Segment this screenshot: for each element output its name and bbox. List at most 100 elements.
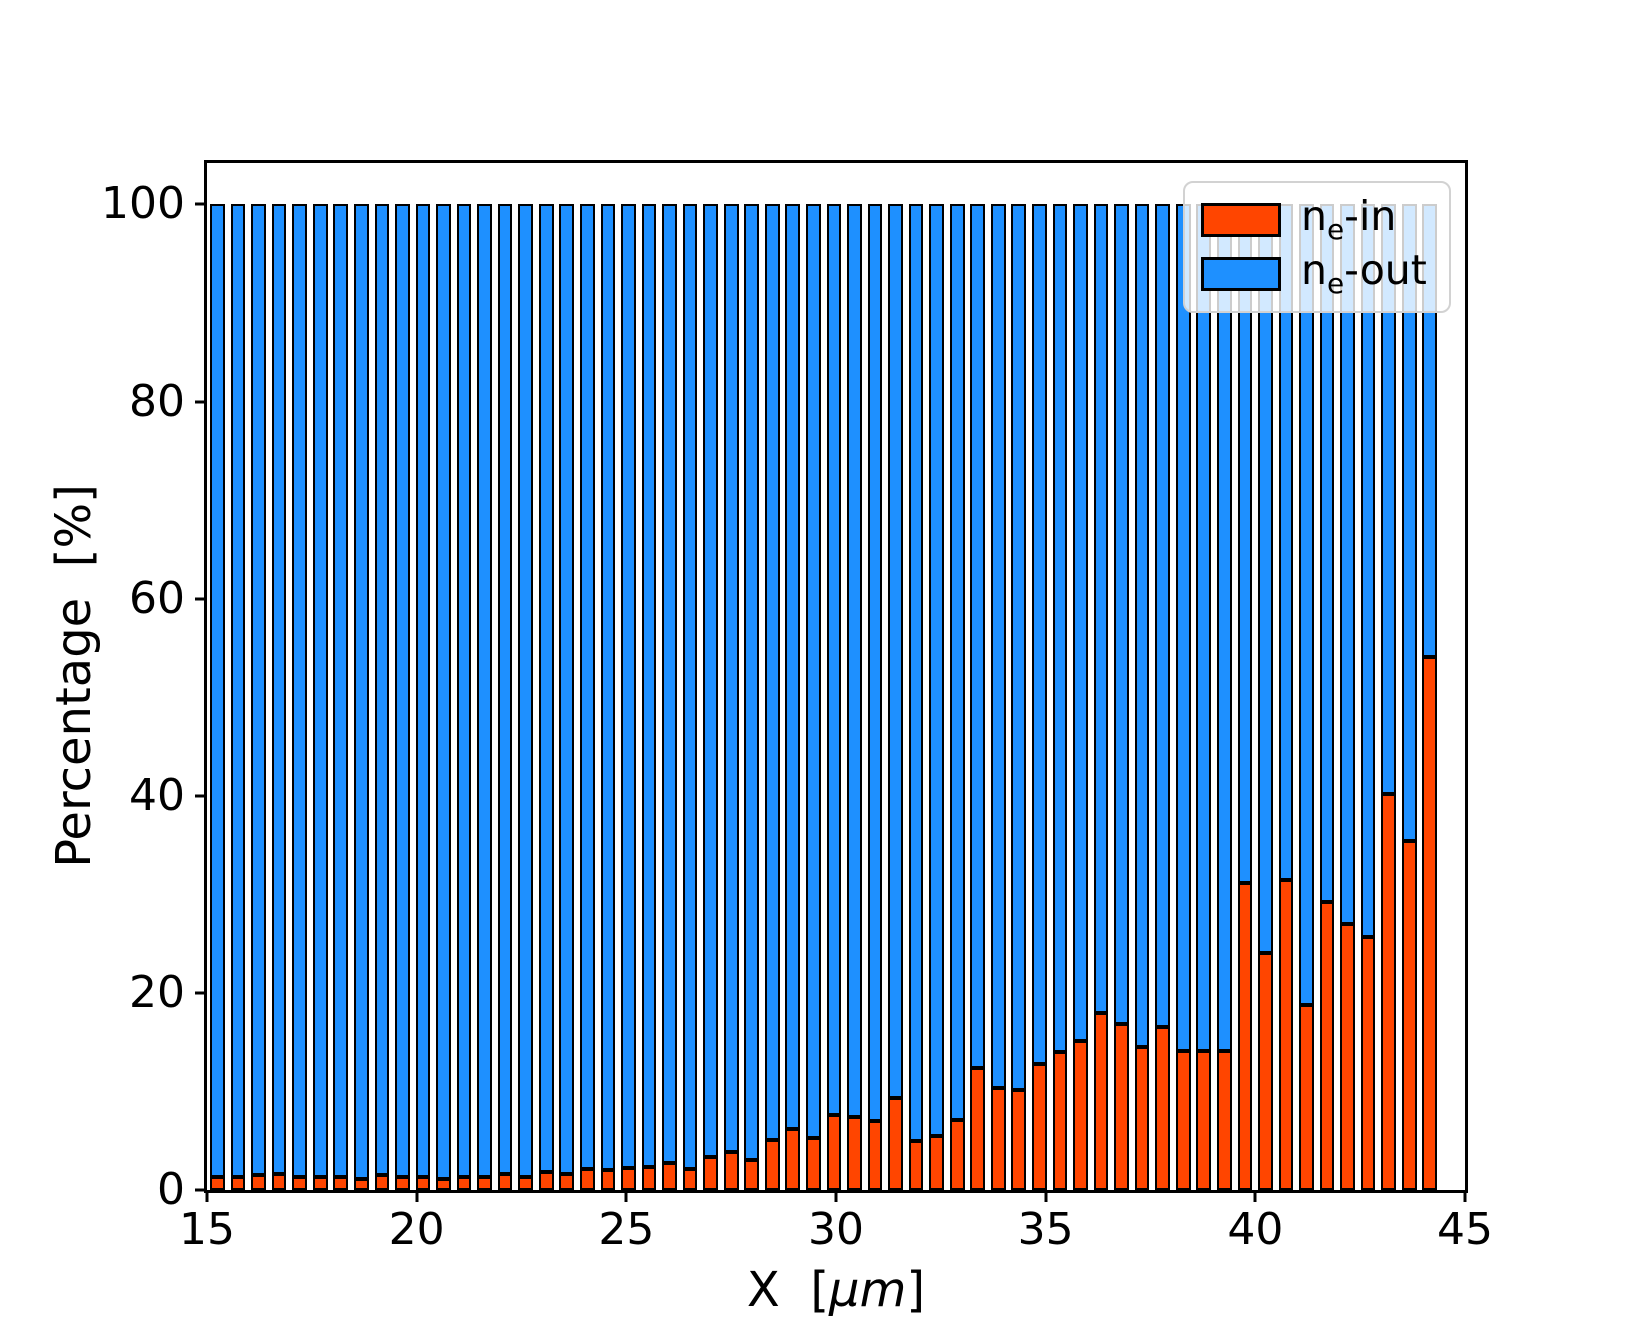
bar-segment-ne-out [538, 204, 554, 1173]
x-axis-tick [834, 1190, 838, 1202]
bar-segment-ne-out [415, 204, 431, 1178]
bar-segment-ne-in [744, 1160, 760, 1190]
x-axis-ticklabel: 45 [1437, 1204, 1493, 1255]
bar-segment-ne-in [806, 1137, 821, 1190]
bar [764, 204, 780, 1190]
bar-segment-ne-out [826, 204, 842, 1116]
bar-segment-ne-out [990, 204, 1006, 1088]
bar [518, 204, 534, 1190]
bar [970, 204, 986, 1190]
bar [1278, 204, 1294, 1190]
bar-segment-ne-in [764, 1139, 780, 1190]
bar-segment-ne-in [1360, 936, 1376, 1190]
legend-entry-ne-out: ne-out [1201, 245, 1433, 300]
bar [374, 204, 390, 1190]
bar [312, 204, 328, 1190]
bar-segment-ne-out [1258, 204, 1273, 954]
bar-segment-ne-out [333, 204, 349, 1178]
legend-entry-ne-in: ne-in [1201, 196, 1433, 244]
bar-segment-ne-in [1299, 1004, 1314, 1190]
legend-label-ne-out: ne-out [1301, 245, 1427, 300]
bar [600, 204, 616, 1190]
bar-segment-ne-out [1299, 204, 1314, 1005]
bar [888, 204, 903, 1190]
x-axis-tick [624, 1190, 628, 1202]
bar-segment-ne-out [353, 204, 369, 1180]
bar [1422, 204, 1438, 1190]
bar-segment-ne-in [1401, 841, 1417, 1190]
bar-segment-ne-in [374, 1175, 390, 1190]
bar-segment-ne-in [908, 1140, 924, 1190]
bar-segment-ne-out [682, 204, 698, 1170]
bar [436, 204, 451, 1190]
bar-segment-ne-out [662, 204, 677, 1164]
bar-segment-ne-out [949, 204, 965, 1121]
bar-segment-ne-in [1340, 923, 1355, 1190]
bar-segment-ne-out [1093, 204, 1109, 1013]
bar-segment-ne-in [292, 1177, 307, 1190]
bar [990, 204, 1006, 1190]
bar-segment-ne-in [497, 1174, 513, 1190]
x-axis-unit: μm [829, 1262, 907, 1318]
bar-segment-ne-out [271, 204, 287, 1175]
bar [1401, 204, 1417, 1190]
bar-segment-ne-in [456, 1177, 472, 1190]
bar-segment-ne-in [867, 1121, 883, 1190]
bar [1134, 204, 1150, 1190]
bar-segment-ne-out [600, 204, 616, 1171]
bar-segment-ne-out [723, 204, 739, 1152]
bar-segment-ne-out [1175, 204, 1191, 1052]
bar [1011, 204, 1027, 1190]
y-axis-ticklabel: 40 [129, 769, 185, 821]
bar-segment-ne-in [888, 1098, 903, 1190]
bar-segment-ne-out [312, 204, 328, 1178]
bar [559, 204, 575, 1190]
bar-segment-ne-out [579, 204, 595, 1170]
bar-segment-ne-out [847, 204, 862, 1118]
bar [251, 204, 266, 1190]
y-axis-tick [195, 991, 207, 995]
bar [292, 204, 307, 1190]
bar-segment-ne-out [785, 204, 801, 1129]
bar-segment-ne-in [1134, 1047, 1150, 1190]
bar [1237, 204, 1253, 1190]
bar-segment-ne-out [1134, 204, 1150, 1048]
bar-segment-ne-out [395, 204, 410, 1178]
y-axis-ticklabel: 80 [129, 375, 185, 427]
bar [1032, 204, 1047, 1190]
bar-segment-ne-out [210, 204, 225, 1178]
bar-segment-ne-in [436, 1179, 451, 1190]
bar-segment-ne-in [1196, 1051, 1212, 1190]
bar-segment-ne-out [559, 204, 575, 1175]
y-axis-ticklabel: 100 [101, 178, 185, 230]
bar-segment-ne-out [888, 204, 903, 1099]
bar [1114, 204, 1129, 1190]
x-axis-tick [1044, 1190, 1048, 1202]
bar-segment-ne-out [1011, 204, 1027, 1091]
y-axis-tick [195, 1188, 207, 1192]
bar-segment-ne-in [559, 1174, 575, 1190]
bar-segment-ne-in [1032, 1063, 1047, 1190]
bar-segment-ne-out [251, 204, 266, 1176]
legend: ne-in ne-out [1183, 181, 1451, 313]
bar-segment-ne-in [415, 1177, 431, 1190]
bar [1216, 204, 1232, 1190]
bar-segment-ne-in [949, 1120, 965, 1190]
bar-segment-ne-in [682, 1169, 698, 1190]
y-axis-ticklabel: 60 [129, 572, 185, 624]
bar-segment-ne-in [333, 1177, 349, 1190]
x-axis-ticklabel: 35 [1017, 1204, 1074, 1255]
y-axis-tick [195, 202, 207, 206]
bar-segment-ne-out [436, 204, 451, 1180]
bar [579, 204, 595, 1190]
bar-segment-ne-out [867, 204, 883, 1122]
bar [662, 204, 677, 1190]
bar-segment-ne-out [929, 204, 944, 1136]
bar-segment-ne-in [1155, 1027, 1170, 1190]
bar-segment-ne-in [703, 1157, 718, 1190]
bar-segment-ne-in [1093, 1012, 1109, 1190]
bar [703, 204, 718, 1190]
bar [210, 204, 225, 1190]
bar [1258, 204, 1273, 1190]
x-axis-tick [415, 1190, 419, 1202]
